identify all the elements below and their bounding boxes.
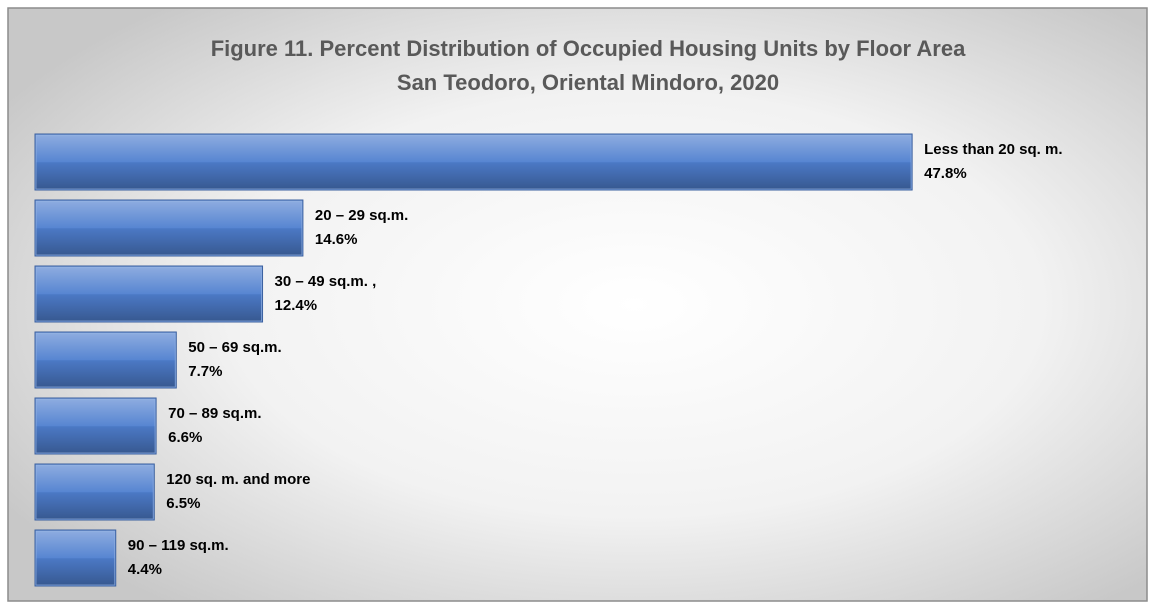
category-label: 30 – 49 sq.m. , [275, 273, 377, 290]
value-label: 7.7% [188, 363, 222, 380]
category-label: 90 – 119 sq.m. [128, 537, 229, 554]
bar-bevel [35, 530, 116, 586]
value-label: 6.5% [166, 495, 200, 512]
bar-bevel [35, 266, 263, 322]
value-label: 14.6% [315, 231, 358, 248]
value-label: 47.8% [924, 165, 967, 182]
bar-bevel [35, 200, 303, 256]
bar-bevel [35, 134, 912, 190]
category-label: 20 – 29 sq.m. [315, 207, 408, 224]
bar-bevel [35, 332, 176, 388]
category-label: 70 – 89 sq.m. [168, 405, 261, 422]
chart-subtitle: San Teodoro, Oriental Mindoro, 2020 [397, 70, 779, 95]
value-label: 12.4% [275, 297, 318, 314]
value-label: 4.4% [128, 561, 162, 578]
bar-bevel [35, 464, 154, 520]
category-label: Less than 20 sq. m. [924, 141, 1062, 158]
category-label: 120 sq. m. and more [166, 471, 310, 488]
chart-title: Figure 11. Percent Distribution of Occup… [211, 36, 966, 61]
category-label: 50 – 69 sq.m. [188, 339, 281, 356]
bar-bevel [35, 398, 156, 454]
value-label: 6.6% [168, 429, 202, 446]
